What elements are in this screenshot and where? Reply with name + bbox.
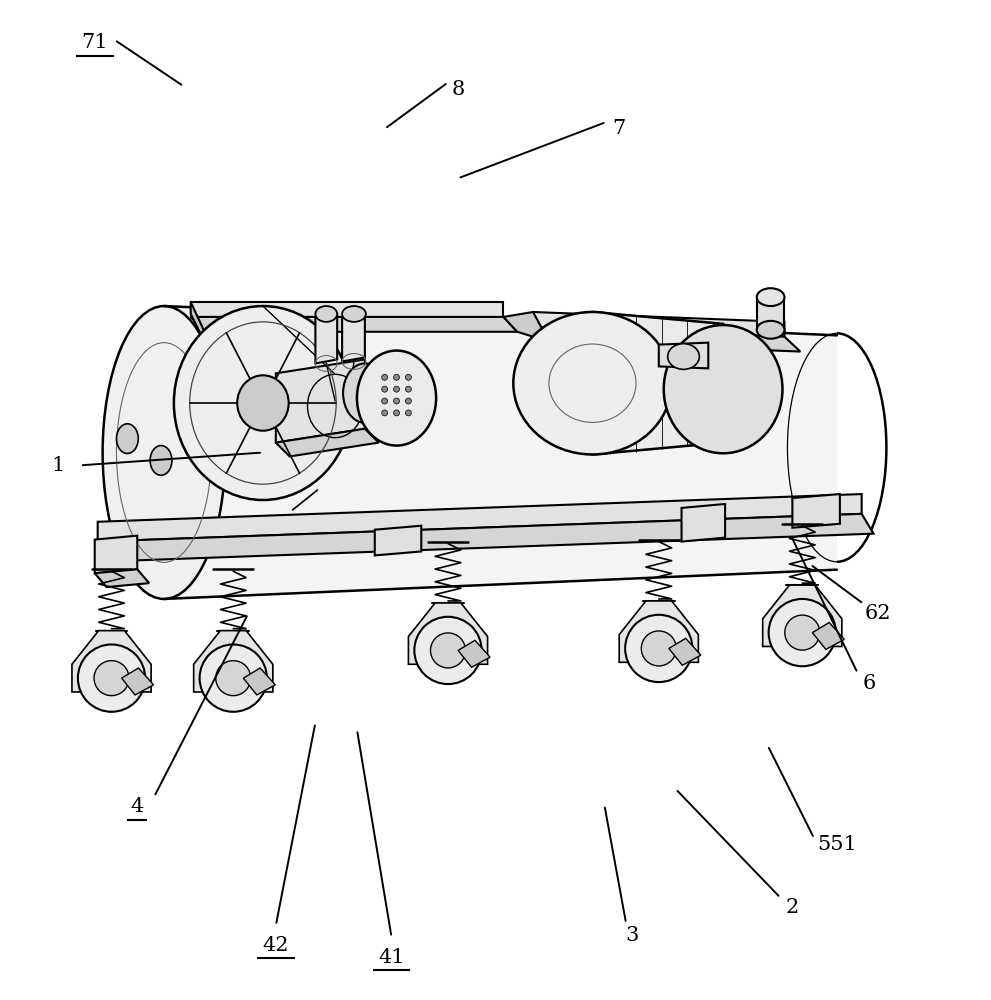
Polygon shape (763, 585, 842, 646)
Ellipse shape (343, 363, 386, 423)
Polygon shape (190, 302, 503, 317)
Ellipse shape (513, 312, 672, 454)
Polygon shape (659, 343, 709, 368)
Polygon shape (669, 638, 701, 665)
Ellipse shape (405, 386, 411, 392)
Ellipse shape (430, 633, 466, 668)
Ellipse shape (405, 374, 411, 380)
Ellipse shape (757, 288, 785, 306)
Ellipse shape (785, 615, 820, 650)
Text: 3: 3 (625, 926, 639, 945)
Ellipse shape (342, 306, 366, 322)
Text: 8: 8 (451, 80, 465, 99)
Polygon shape (619, 601, 699, 662)
Polygon shape (533, 327, 801, 352)
Polygon shape (275, 359, 365, 443)
Ellipse shape (382, 374, 387, 380)
Ellipse shape (103, 306, 225, 599)
Ellipse shape (78, 644, 145, 712)
Polygon shape (95, 569, 149, 587)
Text: 6: 6 (863, 674, 876, 693)
Polygon shape (458, 640, 491, 667)
Text: 1: 1 (52, 456, 64, 475)
Ellipse shape (664, 325, 783, 453)
Polygon shape (315, 314, 337, 363)
Polygon shape (98, 514, 873, 561)
Ellipse shape (315, 306, 337, 322)
Ellipse shape (641, 631, 676, 666)
Text: 2: 2 (786, 898, 799, 917)
Text: 41: 41 (379, 948, 405, 967)
Polygon shape (190, 302, 204, 342)
Text: 7: 7 (612, 119, 626, 138)
Polygon shape (190, 317, 517, 332)
Polygon shape (122, 668, 154, 695)
Ellipse shape (668, 344, 700, 369)
Polygon shape (757, 297, 785, 330)
Ellipse shape (94, 661, 129, 696)
Ellipse shape (357, 351, 436, 446)
Text: 42: 42 (263, 936, 289, 955)
Ellipse shape (393, 398, 399, 404)
Ellipse shape (393, 374, 399, 380)
Polygon shape (275, 429, 379, 456)
Polygon shape (503, 312, 549, 342)
Ellipse shape (393, 410, 399, 416)
Polygon shape (593, 312, 723, 454)
Text: 62: 62 (864, 604, 891, 623)
Polygon shape (682, 504, 725, 542)
Ellipse shape (173, 306, 352, 500)
Ellipse shape (414, 617, 482, 684)
Polygon shape (164, 306, 837, 599)
Ellipse shape (382, 386, 387, 392)
Polygon shape (244, 668, 275, 695)
Ellipse shape (625, 615, 693, 682)
Ellipse shape (405, 410, 411, 416)
Ellipse shape (769, 599, 836, 666)
Ellipse shape (382, 410, 387, 416)
Ellipse shape (216, 661, 251, 696)
Ellipse shape (150, 446, 171, 475)
Ellipse shape (405, 398, 411, 404)
Polygon shape (408, 603, 488, 664)
Ellipse shape (117, 424, 139, 453)
Ellipse shape (382, 398, 387, 404)
Text: 71: 71 (81, 33, 108, 52)
Polygon shape (793, 494, 840, 528)
Polygon shape (98, 494, 861, 542)
Polygon shape (813, 623, 844, 649)
Polygon shape (95, 536, 138, 573)
Ellipse shape (757, 321, 785, 339)
Text: 4: 4 (131, 797, 144, 816)
Ellipse shape (393, 386, 399, 392)
Polygon shape (342, 314, 365, 361)
Ellipse shape (237, 375, 288, 431)
Polygon shape (375, 526, 421, 555)
Polygon shape (533, 312, 785, 337)
Text: 551: 551 (817, 835, 857, 854)
Polygon shape (193, 631, 273, 692)
Ellipse shape (199, 644, 267, 712)
Polygon shape (72, 631, 151, 692)
